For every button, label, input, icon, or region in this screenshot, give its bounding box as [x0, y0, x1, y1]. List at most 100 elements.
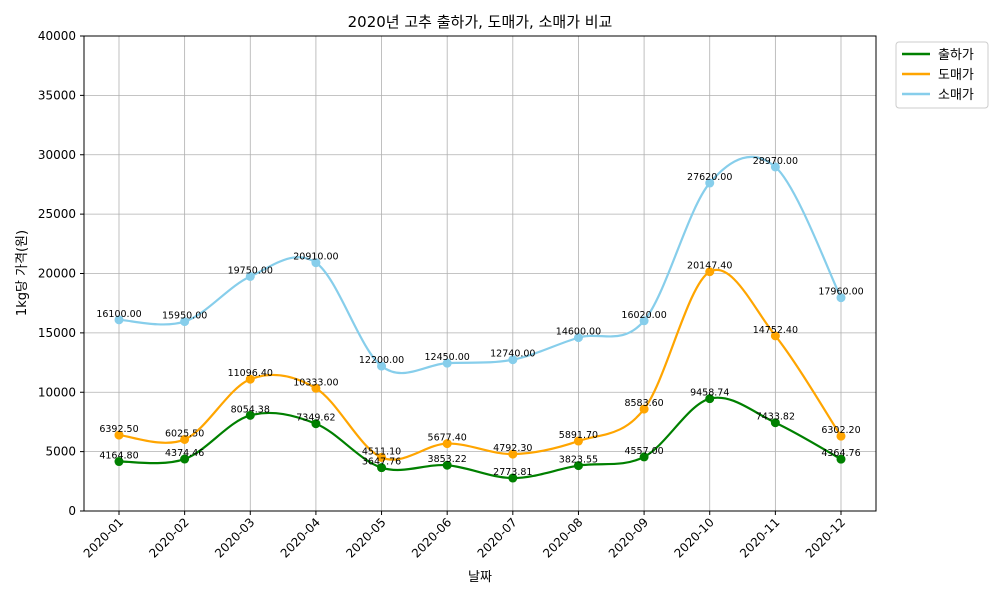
data-label: 7349.62 — [296, 413, 335, 424]
data-point — [377, 452, 387, 462]
data-point — [705, 178, 715, 188]
data-point — [770, 331, 780, 341]
data-point — [311, 383, 321, 393]
data-label: 8054.38 — [231, 404, 270, 415]
data-label: 5677.40 — [428, 433, 467, 444]
data-point — [245, 374, 255, 384]
data-point — [508, 449, 518, 459]
data-point — [377, 361, 387, 371]
data-label: 6392.50 — [99, 424, 138, 435]
data-label: 16100.00 — [96, 309, 141, 320]
data-label: 6302.20 — [821, 425, 860, 436]
data-label: 4364.76 — [821, 448, 860, 459]
data-point — [705, 394, 715, 404]
data-label: 4557.00 — [624, 446, 663, 457]
data-point — [245, 271, 255, 281]
y-tick-label: 10000 — [38, 385, 76, 399]
series-line — [118, 268, 842, 461]
data-label: 3853.22 — [428, 454, 467, 465]
data-point — [180, 317, 190, 327]
x-tick-label: 2020-07 — [475, 515, 520, 560]
data-label: 4792.30 — [493, 443, 532, 454]
data-point — [770, 162, 780, 172]
data-label: 20910.00 — [293, 252, 338, 263]
axis-layer: 0 5000 10000 15000 20000 25000 30000 35000 40000… — [38, 29, 848, 561]
series-line — [118, 396, 842, 480]
x-tick-label: 2020-06 — [409, 515, 454, 560]
data-point — [770, 418, 780, 428]
data-point — [114, 457, 124, 467]
data-point — [639, 316, 649, 326]
x-tick-label: 2020-08 — [540, 515, 585, 560]
data-label: 15950.00 — [162, 311, 207, 322]
data-point — [114, 430, 124, 440]
data-point — [705, 267, 715, 277]
data-point — [508, 355, 518, 365]
x-tick-label: 2020-02 — [146, 515, 191, 560]
x-tick-label: 2020-10 — [671, 515, 716, 560]
data-label: 20147.40 — [687, 261, 732, 272]
legend-label: 출하가 — [938, 48, 974, 63]
legend-label: 소매가 — [938, 88, 974, 103]
data-label: 4164.80 — [99, 451, 138, 462]
data-point — [311, 258, 321, 268]
data-label: 17960.00 — [818, 287, 863, 298]
x-tick-label: 2020-01 — [81, 515, 126, 560]
data-point — [836, 431, 846, 441]
data-point — [836, 293, 846, 303]
y-tick-label: 5000 — [45, 445, 76, 459]
data-point — [180, 454, 190, 464]
y-axis-label: 1kg당 가격(원) — [15, 230, 30, 316]
legend-label: 도매가 — [938, 68, 974, 83]
data-point — [442, 358, 452, 368]
y-tick-label: 40000 — [38, 29, 76, 43]
data-point — [836, 454, 846, 464]
data-point — [508, 473, 518, 483]
data-label: 28970.00 — [753, 156, 798, 167]
data-label: 3647.76 — [362, 457, 401, 468]
x-tick-label: 2020-11 — [737, 515, 782, 560]
y-tick-label: 35000 — [38, 88, 76, 102]
y-tick-label: 20000 — [38, 267, 76, 281]
data-label: 8583.60 — [624, 398, 663, 409]
legend-box — [895, 41, 989, 109]
grid-layer — [84, 35, 876, 512]
y-tick-label: 30000 — [38, 148, 76, 162]
data-label: 4511.10 — [362, 446, 401, 457]
y-tick-label: 25000 — [38, 207, 76, 221]
data-point — [573, 333, 583, 343]
data-label: 2773.81 — [493, 467, 532, 478]
data-point — [639, 452, 649, 462]
data-point — [180, 434, 190, 444]
x-tick-label: 2020-03 — [212, 515, 257, 560]
data-label: 7433.82 — [756, 412, 795, 423]
data-point — [114, 315, 124, 325]
data-point — [245, 410, 255, 420]
data-label: 4374.46 — [165, 448, 204, 459]
x-tick-label: 2020-04 — [278, 515, 323, 560]
data-label: 11096.40 — [228, 368, 273, 379]
data-point — [311, 419, 321, 429]
y-tick-label: 15000 — [38, 326, 76, 340]
chart-title: 2020년 고추 출하가, 도매가, 소매가 비교 — [348, 13, 613, 31]
data-label: 27620.00 — [687, 172, 732, 183]
series-layer — [114, 155, 846, 483]
data-label: 9458.74 — [690, 388, 729, 399]
data-label: 14600.00 — [556, 327, 601, 338]
data-point — [442, 460, 452, 470]
data-point — [573, 461, 583, 471]
data-label: 12200.00 — [359, 355, 404, 366]
data-point — [442, 439, 452, 449]
data-label: 12450.00 — [425, 352, 470, 363]
data-label: 5891.70 — [559, 430, 598, 441]
data-label: 19750.00 — [228, 265, 273, 276]
data-label: 16020.00 — [621, 310, 666, 321]
data-point — [573, 436, 583, 446]
data-label: 10333.00 — [293, 377, 338, 388]
data-label: 3823.55 — [559, 455, 598, 466]
x-tick-label: 2020-05 — [343, 515, 388, 560]
x-axis-label: 날짜 — [468, 570, 492, 585]
